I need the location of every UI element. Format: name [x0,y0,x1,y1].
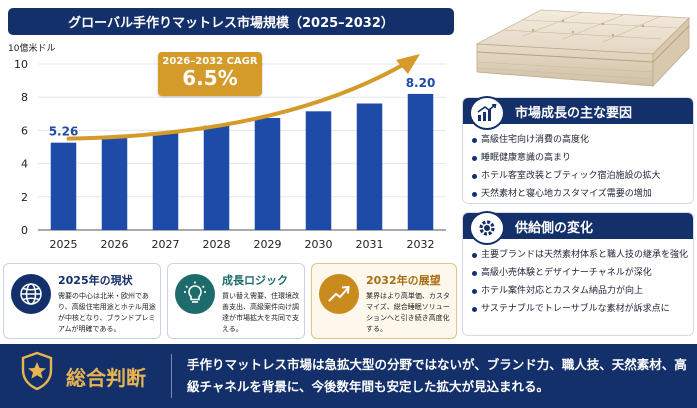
trend-arrow [66,60,410,141]
cagr-label: 2026–2032 CAGR [162,56,258,67]
bar-chart: 0 2 4 6 8 10 2025 5.26 2026 2027 2028 2029 2030 2031 2… [14,54,446,251]
shield-star-icon [21,351,53,391]
list-item: 主要ブランドは天然素材体系と職人技の継承を強化 [472,246,693,264]
list-item: 睡眠健康意識の高まり [472,149,693,167]
supply-changes-panel: 供給側の変化 主要ブランドは天然素材体系と職人技の継承を強化 高級小売体験とデザ… [462,211,694,336]
summary-text: 手作りマットレス市場は急拡大型の分野ではないが、ブランド力、職人技、天然素材、高… [187,357,687,394]
y-tick-label: 2 [21,191,28,204]
summary-divider [171,354,172,398]
globe-icon [11,274,51,314]
growth-drivers-panel: 市場成長の主な要因 高級住宅向け消費の高度化 睡眠健康意識の高まり ホテル客室改… [462,96,694,204]
lightbulb-icon [175,274,215,314]
current-status-body: 需要の中心は北米・欧州であり、高級住宅用途とホテル用途が中核となり、ブランドプレ… [58,292,156,333]
bar [152,132,179,230]
growth-drivers-list: 高級住宅向け消費の高度化 睡眠健康意識の高まり ホテル客室改装とブティック宿泊施… [463,124,693,203]
outlook-box: 2032年の展望 業界はより高単価、カスタマイズ、総合睡眠ソリューションへと引き… [311,263,457,339]
growth-logic-title: 成長ロジック [222,274,288,287]
chart-title: グローバル手作りマットレス市場規模（2025–2032） [8,8,454,35]
y-unit-label: 10億米ドル [8,44,56,54]
outlook-body: 業界はより高単価、カスタマイズ、総合睡眠ソリューションへと引き続き高度化する。 [366,292,450,333]
y-tick-label: 4 [21,158,28,171]
summary-banner: 総合判断 手作りマットレス市場は急拡大型の分野ではないが、ブランド力、職人技、天… [0,344,697,408]
x-tick-label: 2027 [152,238,180,251]
y-tick-label: 0 [21,224,28,237]
x-tick-label: 2025 [50,238,78,251]
supply-changes-list: 主要ブランドは天然素材体系と職人技の継承を強化 高級小売体験とデザイナーチャネル… [463,239,693,318]
current-status-title: 2025年の現状 [58,274,133,287]
bar [305,111,332,230]
growth-logic-body: 買い替え需要、住環境改善支出、高級案件向け調達が市場拡大を共同で支える。 [222,292,299,333]
list-item: 天然素材と寝心地カスタマイズ需要の増加 [472,185,693,203]
summary-label: 総合判断 [66,366,146,390]
x-tick-label: 2032 [407,238,435,251]
trend-up-icon [319,274,359,314]
bar [356,103,383,230]
chart-up-icon [469,96,505,130]
y-tick-label: 6 [21,124,28,137]
current-status-box: 2025年の現状 需要の中心は北米・欧州であり、高級住宅用途とホテル用途が中核と… [3,263,161,339]
x-tick-label: 2030 [305,238,333,251]
list-item: 高級住宅向け消費の高度化 [472,131,693,149]
data-label: 5.26 [49,125,79,139]
x-tick-label: 2031 [356,238,384,251]
y-tick-label: 8 [21,91,28,104]
data-label: 8.20 [406,76,436,90]
x-tick-label: 2028 [203,238,231,251]
list-item: ホテル客室改装とブティック宿泊施設の拡大 [472,167,693,185]
cagr-badge: 2026–2032 CAGR 6.5% [158,52,262,96]
x-tick-label: 2029 [254,238,282,251]
gear-icon [469,211,505,245]
list-item: 高級小売体験とデザイナーチャネルが深化 [472,264,693,282]
trend-arrow-head [395,54,420,74]
y-tick-label: 10 [14,58,28,71]
x-tick-label: 2026 [101,238,129,251]
bar [50,142,77,230]
bar [203,125,230,230]
cagr-value: 6.5% [182,66,238,90]
list-item: ホテル案件対応とカスタム納品力が向上 [472,282,693,300]
bar [101,137,128,230]
growth-logic-box: 成長ロジック 買い替え需要、住環境改善支出、高級案件向け調達が市場拡大を共同で支… [167,263,305,339]
mattress-image [475,9,690,88]
bar [407,93,434,230]
list-item: サステナブルでトレーサブルな素材が訴求点に [472,300,693,318]
bar [254,117,281,230]
outlook-title: 2032年の展望 [366,274,441,287]
